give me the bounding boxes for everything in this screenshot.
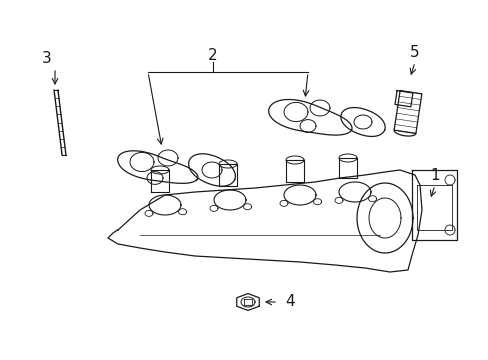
Text: 5: 5 [409, 45, 419, 59]
Text: 4: 4 [285, 294, 294, 310]
Text: 1: 1 [429, 167, 439, 183]
Text: 3: 3 [42, 50, 52, 66]
Text: 2: 2 [208, 48, 217, 63]
